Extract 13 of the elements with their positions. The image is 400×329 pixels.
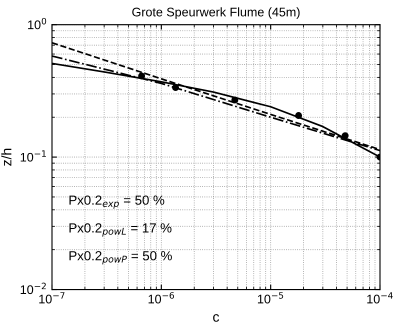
x-tick-label: 10$^{−7}$	[39, 292, 64, 304]
x-tick-label: 10$^{−4}$	[367, 292, 393, 304]
y-tick-label: 10$^{0}$	[28, 18, 46, 30]
annotation: Px0.2$_{powL}$ = 17 %	[69, 223, 172, 237]
x-axis-title: c	[213, 314, 220, 322]
annotation: Px0.2$_{exp}$ = 50 %	[69, 195, 164, 209]
annotation: Px0.2$_{powP}$ = 50 %	[69, 251, 172, 264]
chart-title: Grote Speurwerk Flume (45m)	[132, 7, 300, 19]
x-tick-label: 10$^{−6}$	[148, 292, 174, 304]
y-axis-title: z/h	[1, 148, 12, 166]
y-tick-label: 10$^{−1}$	[20, 150, 46, 162]
y-tick-label: 10$^{−2}$	[20, 282, 46, 294]
x-tick-label: 10$^{−5}$	[258, 292, 284, 304]
